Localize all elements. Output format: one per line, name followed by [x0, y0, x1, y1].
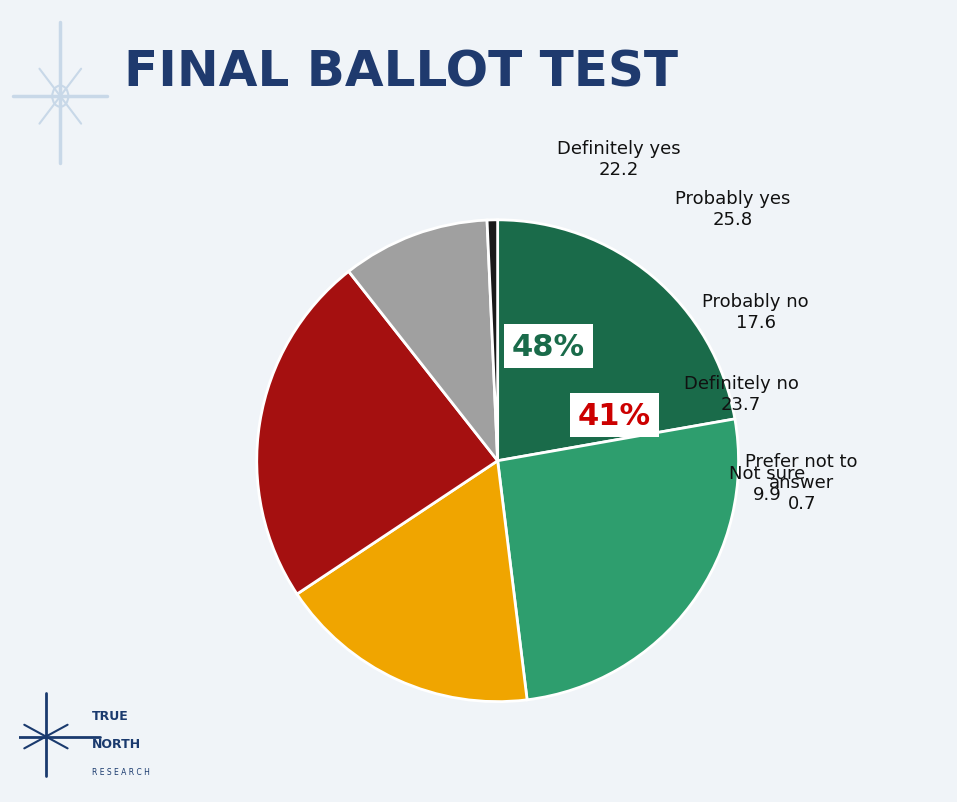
Text: FINAL BALLOT TEST: FINAL BALLOT TEST — [124, 48, 679, 96]
Text: NORTH: NORTH — [92, 738, 141, 751]
Wedge shape — [487, 221, 498, 461]
Wedge shape — [498, 221, 735, 461]
Text: 48%: 48% — [512, 332, 585, 362]
Text: Prefer not to
answer
0.7: Prefer not to answer 0.7 — [746, 452, 858, 512]
Text: Definitely yes
22.2: Definitely yes 22.2 — [557, 140, 680, 178]
Wedge shape — [256, 272, 498, 594]
Wedge shape — [297, 461, 527, 702]
Text: Not sure
9.9: Not sure 9.9 — [729, 464, 805, 504]
Text: Probably yes
25.8: Probably yes 25.8 — [675, 190, 790, 229]
Text: Definitely no
23.7: Definitely no 23.7 — [683, 375, 799, 414]
Text: Probably no
17.6: Probably no 17.6 — [702, 293, 809, 331]
Text: 41%: 41% — [578, 401, 651, 430]
Text: TRUE: TRUE — [92, 709, 128, 723]
Wedge shape — [348, 221, 498, 461]
Text: R E S E A R C H: R E S E A R C H — [92, 767, 149, 776]
Wedge shape — [498, 419, 739, 700]
